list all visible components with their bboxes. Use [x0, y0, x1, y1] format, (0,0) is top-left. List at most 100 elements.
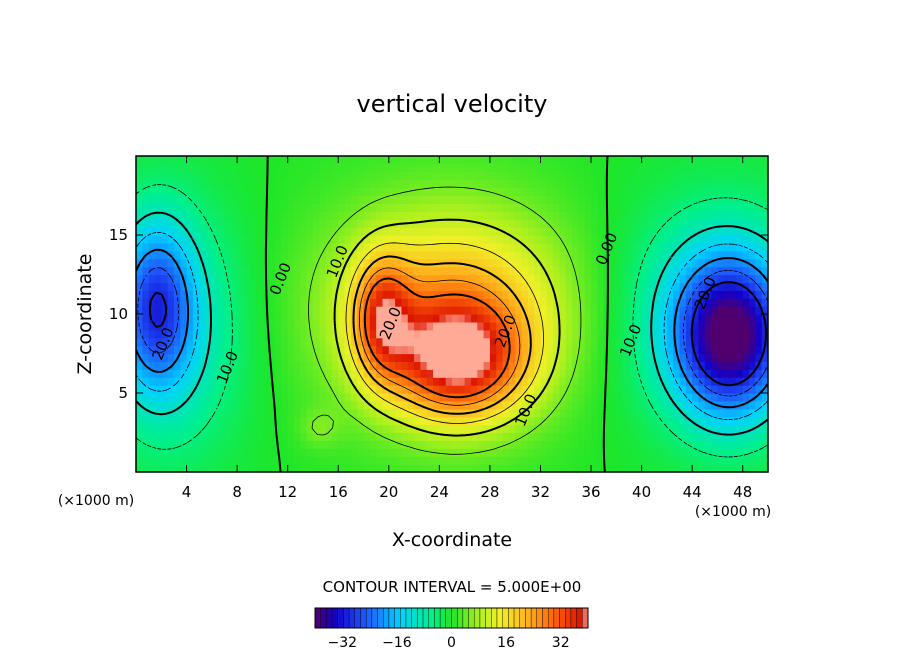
- heatmap-cell: [755, 369, 763, 378]
- heatmap-cell: [211, 329, 219, 339]
- heatmap-cell: [199, 227, 207, 236]
- heatmap-cell: [224, 242, 232, 252]
- heatmap-cell: [173, 195, 181, 204]
- heatmap-cell: [508, 408, 516, 418]
- heatmap-cell: [186, 171, 194, 181]
- heatmap-cell: [344, 424, 352, 434]
- heatmap-cell: [742, 408, 750, 418]
- heatmap-cell: [578, 179, 586, 189]
- heatmap-cell: [521, 440, 529, 449]
- heatmap-cell: [388, 242, 396, 252]
- heatmap-cell: [742, 179, 750, 189]
- x-axis: 4 8 12 16 20 24 28 32 36 40 44 48: [182, 156, 752, 501]
- heatmap-cell: [161, 416, 169, 426]
- heatmap-cell: [173, 242, 181, 252]
- heatmap-cell: [685, 314, 693, 323]
- heatmap-cell: [300, 377, 308, 386]
- colorbar-swatch: [360, 607, 367, 629]
- heatmap-cell: [275, 266, 282, 276]
- heatmap-cell: [641, 274, 649, 283]
- heatmap-cell: [249, 274, 257, 283]
- heatmap-cell: [357, 456, 365, 465]
- heatmap-cell: [268, 408, 276, 418]
- heatmap-cell: [319, 448, 327, 457]
- heatmap-cell: [350, 179, 358, 189]
- heatmap-cell: [275, 306, 282, 315]
- heatmap-cell: [136, 314, 143, 323]
- heatmap-cell: [508, 227, 516, 236]
- heatmap-cell: [262, 456, 270, 465]
- heatmap-cell: [470, 432, 478, 441]
- heatmap-cell: [268, 156, 276, 165]
- heatmap-cell: [249, 163, 257, 173]
- heatmap-cell: [294, 298, 301, 307]
- heatmap-cell: [376, 242, 384, 252]
- heatmap-cell: [698, 156, 706, 165]
- heatmap-cell: [515, 393, 523, 402]
- heatmap-cell: [363, 235, 371, 244]
- heatmap-cell: [470, 156, 478, 165]
- heatmap-cell: [679, 290, 687, 299]
- heatmap-cell: [452, 274, 459, 283]
- heatmap-cell: [256, 187, 263, 197]
- heatmap-cell: [647, 187, 655, 197]
- heatmap-cell: [736, 290, 744, 299]
- heatmap-cell: [249, 321, 257, 331]
- heatmap-cell: [723, 456, 731, 465]
- heatmap-cell: [199, 345, 207, 355]
- heatmap-cell: [180, 408, 188, 418]
- heatmap-cell: [218, 369, 226, 378]
- heatmap-cell: [325, 393, 333, 402]
- colorbar-swatch: [582, 607, 589, 629]
- heatmap-cell: [407, 298, 415, 307]
- heatmap-cell: [698, 432, 706, 441]
- heatmap-cell: [167, 424, 175, 434]
- heatmap-cell: [565, 377, 573, 386]
- heatmap-cell: [344, 329, 352, 339]
- heatmap-cell: [445, 203, 453, 212]
- heatmap-cell: [679, 235, 687, 244]
- heatmap-cell: [173, 163, 181, 173]
- colorbar-swatch: [417, 607, 424, 629]
- heatmap-cell: [698, 416, 706, 426]
- heatmap-cell: [357, 424, 365, 434]
- heatmap-cell: [692, 456, 700, 465]
- heatmap-cell: [647, 448, 655, 457]
- heatmap-cell: [357, 290, 365, 299]
- heatmap-cell: [470, 408, 478, 418]
- heatmap-cell: [433, 163, 440, 173]
- heatmap-cell: [363, 171, 371, 181]
- heatmap-cell: [458, 321, 466, 331]
- heatmap-cell: [268, 219, 276, 228]
- heatmap-cell: [275, 156, 282, 165]
- heatmap-cell: [711, 187, 719, 197]
- heatmap-cell: [357, 227, 365, 236]
- heatmap-cell: [426, 242, 434, 252]
- heatmap-cell: [281, 329, 289, 339]
- heatmap-cell: [420, 321, 428, 331]
- heatmap-cell: [249, 242, 257, 252]
- heatmap-cell: [401, 235, 409, 244]
- heatmap-cell: [205, 258, 213, 268]
- heatmap-cell: [692, 400, 700, 410]
- heatmap-cell: [382, 187, 390, 197]
- heatmap-cell: [249, 282, 257, 291]
- heatmap-cell: [350, 163, 358, 173]
- heatmap-cell: [319, 258, 327, 268]
- heatmap-cell: [717, 345, 725, 355]
- heatmap-cell: [218, 163, 226, 173]
- heatmap-cell: [673, 282, 681, 291]
- heatmap-cell: [723, 298, 731, 307]
- heatmap-cell: [489, 187, 497, 197]
- heatmap-cell: [161, 250, 169, 260]
- heatmap-cell: [369, 187, 377, 197]
- heatmap-cell: [439, 321, 447, 331]
- heatmap-cell: [136, 195, 143, 204]
- heatmap-cell: [452, 282, 459, 291]
- heatmap-cell: [749, 306, 756, 315]
- heatmap-cell: [243, 258, 251, 268]
- heatmap-cell: [527, 235, 535, 244]
- heatmap-cell: [420, 306, 428, 315]
- heatmap-cell: [167, 187, 175, 197]
- heatmap-cell: [249, 211, 257, 220]
